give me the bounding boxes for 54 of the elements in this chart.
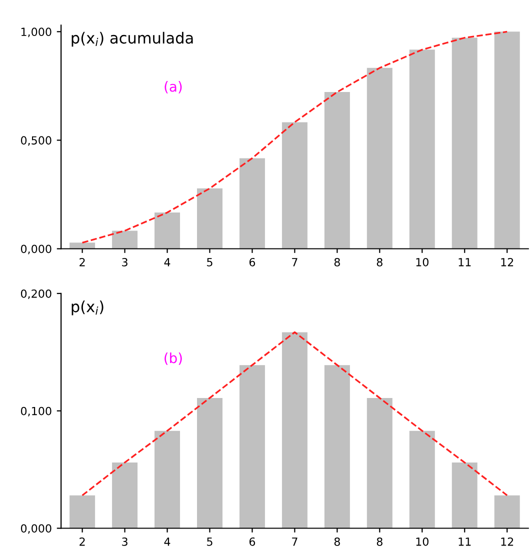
chart-title: p(x$_{i}$) <box>72 300 104 316</box>
y-tick-label: 0,100 <box>20 406 52 416</box>
x-tick-label: 7 <box>292 258 298 266</box>
x-tick-label: 7 <box>292 538 298 546</box>
y-tick-label: 0,200 <box>20 289 52 299</box>
y-tick-label: 0,000 <box>20 524 52 534</box>
bar <box>282 122 308 249</box>
bar <box>452 462 478 528</box>
x-tick-label: 8 <box>376 537 382 546</box>
bar <box>197 188 222 249</box>
y-tick-label: 0,500 <box>20 136 52 146</box>
y-tick-label: 0,000 <box>20 244 52 254</box>
y-tick-label: 1,000 <box>21 28 52 38</box>
x-tick-label: 12 <box>501 537 514 546</box>
bar <box>282 332 308 528</box>
bar <box>239 158 265 249</box>
bar <box>494 495 520 528</box>
bar <box>112 230 138 249</box>
bar <box>239 365 265 528</box>
bar <box>452 38 478 249</box>
bar <box>112 462 138 528</box>
annotation: (b) <box>164 352 182 365</box>
x-tick-label: 2 <box>80 258 85 266</box>
bar <box>324 365 350 528</box>
bar <box>366 68 392 249</box>
x-tick-label: 6 <box>249 537 256 546</box>
bar <box>409 50 435 249</box>
line-series <box>81 331 508 496</box>
x-tick-label: 4 <box>164 538 170 546</box>
bar <box>70 495 96 528</box>
bar <box>366 398 392 528</box>
x-tick-label: 10 <box>416 537 428 546</box>
x-tick-label: 8 <box>376 258 382 266</box>
x-tick-label: 2 <box>80 537 85 546</box>
x-tick-label: 3 <box>122 537 128 546</box>
x-tick-label: 4 <box>164 258 170 266</box>
x-tick-label: 8 <box>334 537 340 546</box>
bar <box>154 212 180 249</box>
x-tick-label: 5 <box>207 538 212 546</box>
x-tick-label: 12 <box>501 258 514 266</box>
bar <box>409 430 435 528</box>
bar <box>494 32 520 249</box>
x-tick-label: 10 <box>416 258 428 266</box>
bar <box>154 430 180 528</box>
bar <box>324 92 350 249</box>
chart-title: p(x$_{i}$) acumulada <box>72 32 193 47</box>
x-tick-label: 6 <box>249 258 256 266</box>
bar <box>197 398 222 528</box>
x-tick-label: 11 <box>458 538 471 546</box>
x-tick-label: 5 <box>207 258 212 266</box>
x-tick-label: 11 <box>458 258 471 266</box>
annotation: (a) <box>164 81 182 94</box>
x-tick-label: 8 <box>334 258 340 266</box>
x-tick-label: 3 <box>122 258 128 266</box>
